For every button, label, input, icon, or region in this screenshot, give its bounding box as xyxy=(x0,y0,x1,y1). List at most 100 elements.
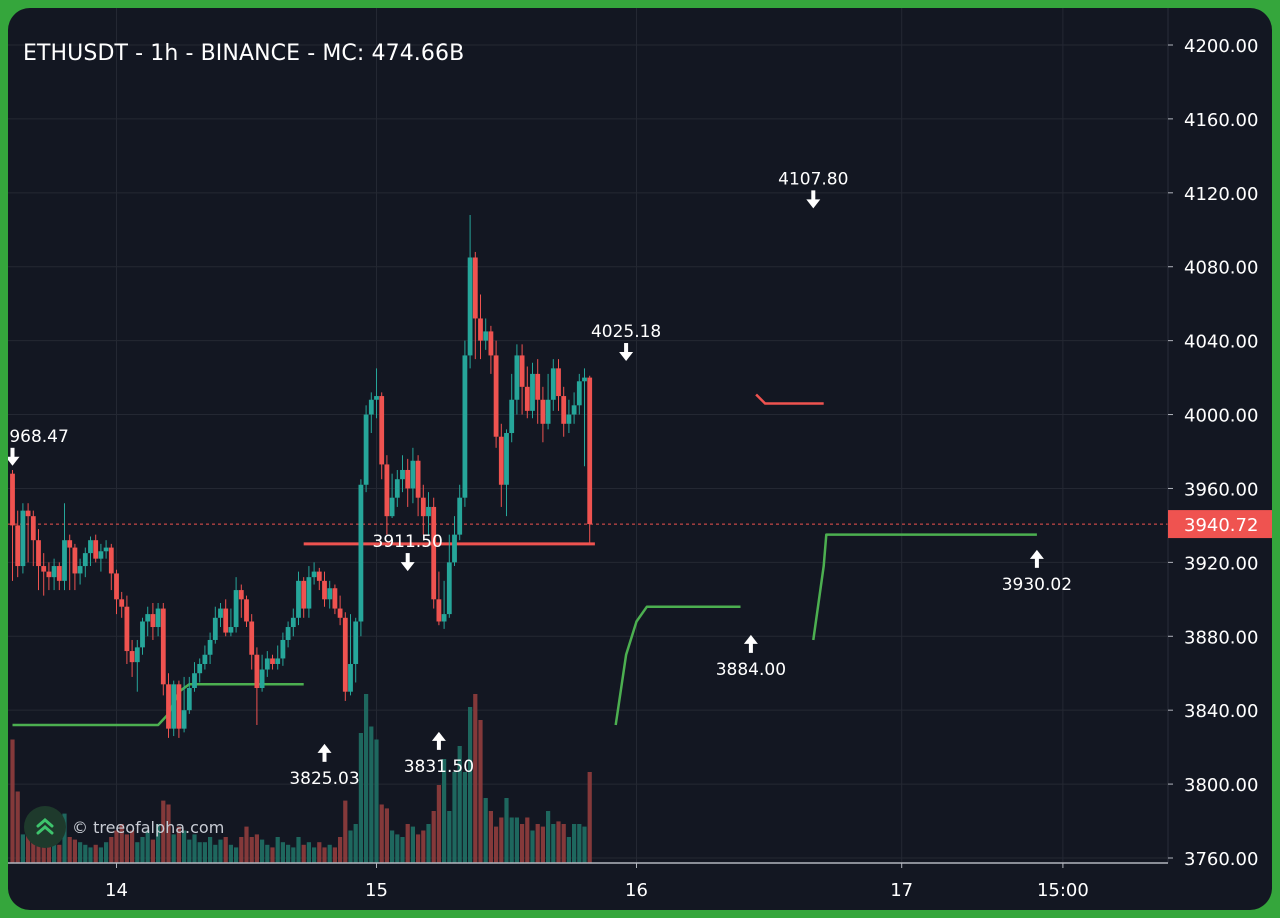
candle-body xyxy=(62,540,67,581)
volume-bar xyxy=(135,842,140,863)
volume-bar xyxy=(384,808,389,863)
candle-body xyxy=(145,614,151,622)
trailing-stop-line xyxy=(614,605,741,726)
volume-bar xyxy=(390,830,395,863)
volume-bar xyxy=(124,834,129,863)
price-annotation: 4107.80 xyxy=(778,169,848,209)
candle-body xyxy=(119,599,125,607)
candle-body xyxy=(576,381,582,406)
y-tick-label: 4120.00 xyxy=(1184,184,1258,205)
price-annotation: 4025.18 xyxy=(591,322,661,362)
volume-bar xyxy=(327,844,332,863)
candle-body xyxy=(290,617,296,628)
volume-bar xyxy=(379,804,384,863)
candle-body xyxy=(228,627,234,633)
candle-body xyxy=(25,510,31,517)
last-price-bg xyxy=(1168,510,1272,539)
annotation-label: 3825.03 xyxy=(289,769,359,789)
volume-bar xyxy=(249,837,254,863)
volume-bar xyxy=(72,839,77,863)
volume-bar xyxy=(88,847,93,863)
volume-bar xyxy=(26,824,31,863)
resistance-line xyxy=(755,393,824,405)
candle-body xyxy=(556,368,561,397)
candle-body xyxy=(467,257,473,356)
volume-bar xyxy=(452,772,457,863)
volume-bar xyxy=(218,839,223,863)
volume-bar xyxy=(332,847,337,863)
x-tick-label: 15 xyxy=(365,880,388,901)
y-tick-label: 4040.00 xyxy=(1184,332,1258,353)
y-tick-label: 3760.00 xyxy=(1184,849,1258,870)
candle-body xyxy=(327,588,333,600)
last-price-badge: 3940.72 xyxy=(1168,510,1272,539)
x-tick-label: 17 xyxy=(890,880,913,901)
tree-logo-icon xyxy=(24,806,66,848)
volume-bar xyxy=(192,834,197,863)
volume-bar xyxy=(301,844,306,863)
y-tick-label: 4080.00 xyxy=(1184,258,1258,279)
arrow-up-icon xyxy=(1029,549,1044,559)
candle-body xyxy=(389,497,395,517)
candle-body xyxy=(10,473,15,526)
volume-bar xyxy=(228,844,233,863)
candle-body xyxy=(186,688,192,711)
candle-body xyxy=(441,614,447,622)
candle-body xyxy=(124,606,130,652)
candle-body xyxy=(431,506,437,600)
volume-bar xyxy=(10,739,15,863)
volume-bar xyxy=(171,834,176,863)
candle-body xyxy=(504,433,509,485)
candle-body xyxy=(129,651,135,663)
volume-bar xyxy=(364,694,369,863)
y-tick-label: 3880.00 xyxy=(1184,627,1258,648)
watermark: © treeofalpha.com xyxy=(24,806,224,848)
volume-bar xyxy=(46,843,51,863)
candle-body xyxy=(550,368,556,400)
volume-bar xyxy=(561,824,566,863)
chart-frame: 3968.47 3911.50 4025.18 4107.80 3825.03 3831.… xyxy=(8,8,1272,910)
candle-body xyxy=(306,577,312,609)
volume-bar xyxy=(504,798,509,863)
arrow-up-stem xyxy=(322,751,327,762)
y-tick-label: 4000.00 xyxy=(1184,406,1258,427)
price-annotation: 3884.00 xyxy=(716,634,786,680)
volume-bar xyxy=(31,837,36,863)
candle-body xyxy=(296,580,301,618)
candle-body xyxy=(20,510,26,567)
volume-bar xyxy=(462,772,467,863)
volume-bar xyxy=(161,800,166,863)
volume-bar xyxy=(67,837,72,863)
candle-body xyxy=(114,573,119,600)
volume-bar xyxy=(265,844,270,863)
annotation-label: 4107.80 xyxy=(778,169,848,189)
arrow-up-icon xyxy=(743,634,758,644)
candle-body xyxy=(436,599,442,622)
candle-body xyxy=(155,608,161,628)
volume-bar xyxy=(416,834,421,863)
candle-body xyxy=(415,460,421,498)
candle-body xyxy=(587,377,593,525)
price-annotation: 3831.50 xyxy=(404,731,474,777)
candle-body xyxy=(514,355,520,400)
trailing-stop-line xyxy=(12,683,304,727)
volume-bar xyxy=(426,824,431,863)
volume-bar xyxy=(421,830,426,863)
candle-body xyxy=(140,621,145,648)
x-axis: 14 15 16 17 15:00 xyxy=(105,863,1089,901)
candle-body xyxy=(218,608,223,618)
candle-body xyxy=(472,257,478,319)
candle-body xyxy=(332,588,338,609)
candle-body xyxy=(374,396,379,400)
volume-bar xyxy=(358,733,363,863)
volume-bar xyxy=(457,746,462,863)
volume-bar xyxy=(83,844,88,863)
volume-bar xyxy=(234,847,239,863)
price-annotation: 3911.50 xyxy=(373,532,443,572)
trailing-stop-line xyxy=(812,533,1037,641)
candlestick-chart[interactable]: 3968.47 3911.50 4025.18 4107.80 3825.03 3831.… xyxy=(8,8,1272,910)
volume-bars xyxy=(10,694,592,863)
candle-body xyxy=(342,617,348,692)
annotation-label: 3968.47 xyxy=(8,427,69,447)
volume-bar xyxy=(395,834,400,863)
